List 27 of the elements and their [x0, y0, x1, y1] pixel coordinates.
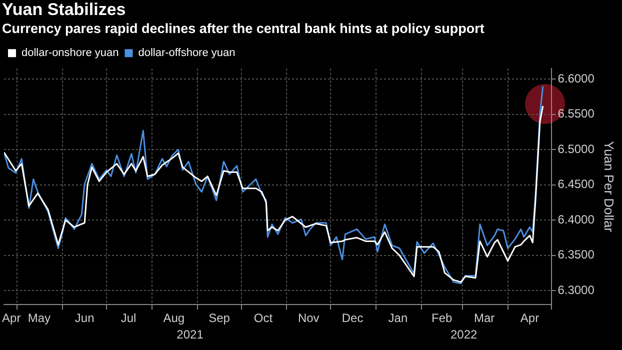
x-tick-label: May	[28, 311, 51, 326]
x-tick-label: Jun	[74, 311, 94, 326]
chart-title: Yuan Stabilizes	[2, 0, 126, 19]
chart-subtitle: Currency pares rapid declines after the central bank hints at policy support	[2, 21, 485, 36]
x-tick-label: Sep	[208, 311, 230, 326]
text: 2022	[450, 327, 478, 342]
y-tick-label: 6.3000	[558, 282, 595, 297]
text: 2021	[176, 327, 204, 342]
y-tick-label: 6.3500	[558, 248, 595, 262]
y-tick-label: 6.6000	[558, 71, 595, 86]
x-tick-label: Mar	[474, 311, 495, 326]
x-tick-label: Feb	[432, 311, 453, 326]
x-tick-label: Aug	[163, 311, 185, 326]
y-tick-label: 6.5000	[558, 142, 595, 156]
y-tick-label: 6.4000	[558, 212, 595, 226]
y-tick-label: 6.4500	[558, 177, 595, 192]
legend-label: dollar-onshore yuan	[22, 47, 119, 60]
y-axis-title: Yuan Per Dollar	[602, 141, 617, 233]
x-tick-label: Apr	[520, 311, 540, 326]
legend-label: dollar-offshore yuan	[138, 47, 236, 60]
x-tick-label: Apr	[2, 311, 21, 326]
x-tick-label: Dec	[342, 311, 364, 326]
x-tick-label: Nov	[298, 311, 320, 326]
x-tick-label: Jan	[388, 311, 408, 326]
x-tick-label: Oct	[254, 311, 274, 326]
x-tick-label: Jul	[120, 311, 136, 326]
y-tick-label: 6.5500	[558, 106, 595, 121]
